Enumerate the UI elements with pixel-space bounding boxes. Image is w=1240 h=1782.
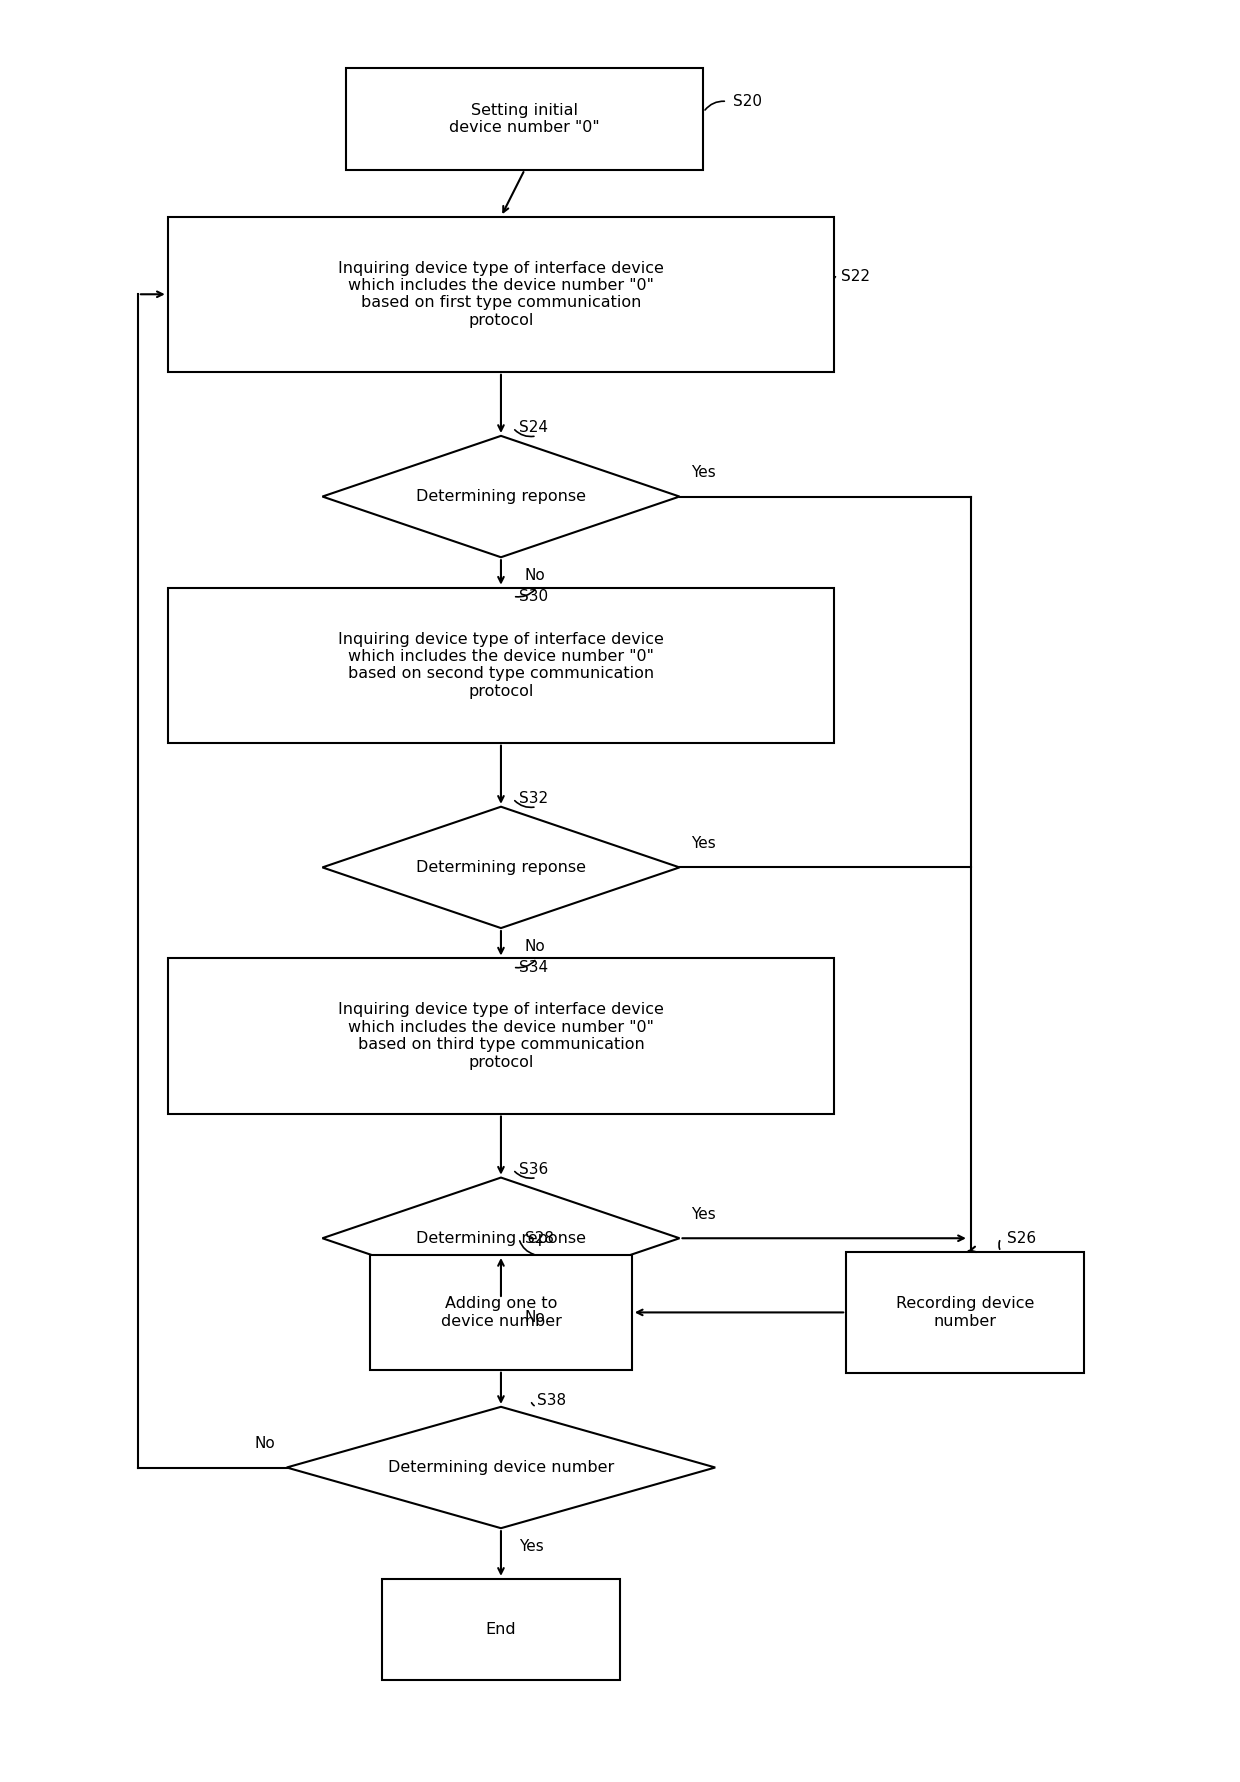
Text: Setting initial
device number "0": Setting initial device number "0"	[449, 103, 600, 135]
Text: No: No	[525, 1310, 546, 1324]
FancyBboxPatch shape	[846, 1251, 1084, 1374]
FancyBboxPatch shape	[167, 959, 835, 1114]
Text: S28: S28	[525, 1231, 554, 1246]
Text: S38: S38	[537, 1392, 565, 1408]
Polygon shape	[322, 437, 680, 558]
FancyBboxPatch shape	[346, 68, 703, 169]
Polygon shape	[286, 1406, 715, 1529]
Polygon shape	[322, 807, 680, 928]
Text: Determining device number: Determining device number	[388, 1459, 614, 1475]
Text: Yes: Yes	[692, 1206, 717, 1222]
FancyBboxPatch shape	[167, 217, 835, 372]
Text: No: No	[254, 1436, 275, 1451]
Text: Yes: Yes	[518, 1540, 543, 1554]
Text: Adding one to
device number: Adding one to device number	[440, 1296, 562, 1329]
Text: No: No	[525, 568, 546, 583]
Text: Inquiring device type of interface device
which includes the device number "0"
b: Inquiring device type of interface devic…	[339, 260, 663, 328]
FancyBboxPatch shape	[382, 1579, 620, 1680]
Text: End: End	[486, 1622, 516, 1638]
Polygon shape	[322, 1178, 680, 1299]
Text: Determining reponse: Determining reponse	[415, 861, 587, 875]
FancyBboxPatch shape	[370, 1255, 632, 1370]
Text: Inquiring device type of interface device
which includes the device number "0"
b: Inquiring device type of interface devic…	[339, 1001, 663, 1069]
Text: S36: S36	[518, 1162, 548, 1176]
Text: S34: S34	[518, 960, 548, 975]
Text: S30: S30	[518, 588, 548, 604]
Text: S22: S22	[842, 269, 870, 285]
Text: S32: S32	[518, 791, 548, 805]
Text: Yes: Yes	[692, 836, 717, 852]
Text: Determining reponse: Determining reponse	[415, 1231, 587, 1246]
Text: No: No	[525, 939, 546, 953]
Text: S24: S24	[518, 421, 548, 435]
Text: Inquiring device type of interface device
which includes the device number "0"
b: Inquiring device type of interface devic…	[339, 631, 663, 699]
FancyBboxPatch shape	[167, 588, 835, 743]
Text: Recording device
number: Recording device number	[897, 1296, 1034, 1329]
Text: Determining reponse: Determining reponse	[415, 488, 587, 504]
Text: Yes: Yes	[692, 465, 717, 481]
Text: S26: S26	[1007, 1231, 1035, 1246]
Text: S20: S20	[733, 94, 763, 109]
